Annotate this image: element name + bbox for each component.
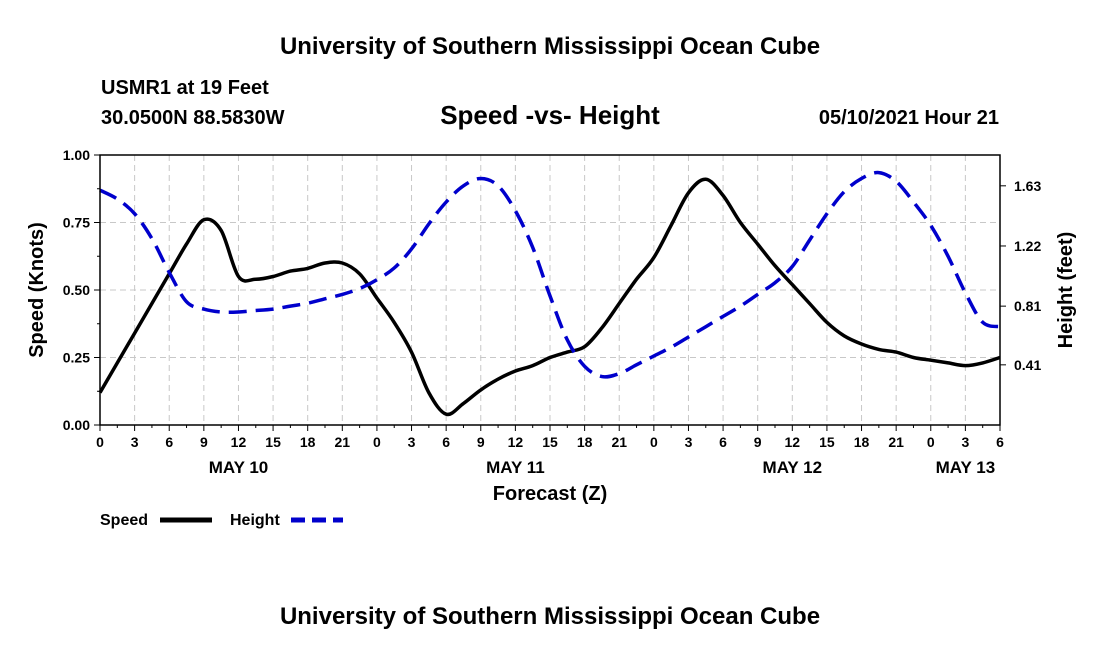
- x-tick-label: 6: [442, 434, 450, 450]
- station-name: USMR1 at 19 Feet: [101, 77, 269, 99]
- y-right-tick-label: 0.41: [1014, 357, 1041, 373]
- issue-time: 05/10/2021 Hour 21: [819, 107, 999, 129]
- x-tick-label: 21: [611, 434, 627, 450]
- y-left-tick-label: 0.00: [63, 417, 90, 433]
- x-day-label: MAY 13: [936, 458, 996, 477]
- y-left-tick-label: 0.25: [63, 350, 90, 366]
- x-tick-label: 15: [542, 434, 558, 450]
- x-tick-label: 0: [650, 434, 658, 450]
- station-coords: 30.0500N 88.5830W: [101, 107, 285, 129]
- x-tick-label: 18: [854, 434, 870, 450]
- page-title-top: University of Southern Mississippi Ocean…: [280, 33, 820, 60]
- y-left-tick-label: 0.75: [63, 215, 90, 231]
- axes: 0 3 6 9 12 15 18 21 0 3 6 9 12 15 18 21 0 3 6 9 12 15 18 21 0 3 6 0…: [63, 147, 1042, 477]
- x-tick-label: 6: [996, 434, 1004, 450]
- x-tick-label: 3: [961, 434, 969, 450]
- x-tick-label: 9: [477, 434, 485, 450]
- x-tick-label: 3: [685, 434, 693, 450]
- chart-title: Speed -vs- Height: [440, 100, 660, 130]
- y-left-tick-label: 0.50: [63, 282, 90, 298]
- x-day-label: MAY 10: [209, 458, 269, 477]
- x-tick-label: 3: [408, 434, 416, 450]
- x-tick-label: 21: [335, 434, 351, 450]
- x-day-label: MAY 12: [763, 458, 823, 477]
- y-right-tick-label: 1.22: [1014, 238, 1041, 254]
- x-tick-label: 3: [131, 434, 139, 450]
- x-tick-label: 6: [719, 434, 727, 450]
- series-line-speed: [98, 177, 1001, 417]
- x-tick-label: 0: [927, 434, 935, 450]
- x-tick-label: 18: [300, 434, 316, 450]
- y-axis-label-left: Speed (Knots): [26, 222, 48, 358]
- x-tick-label: 9: [754, 434, 762, 450]
- legend-label-speed: Speed: [100, 512, 148, 529]
- x-tick-label: 0: [96, 434, 104, 450]
- y-axis-label-right: Height (feet): [1055, 232, 1077, 349]
- y-left-tick-label: 1.00: [63, 147, 90, 163]
- x-day-label: MAY 11: [486, 458, 545, 477]
- x-tick-label: 15: [265, 434, 281, 450]
- x-axis-label: Forecast (Z): [493, 483, 607, 505]
- x-tick-label: 21: [888, 434, 904, 450]
- x-tick-label: 12: [508, 434, 524, 450]
- x-tick-label: 18: [577, 434, 593, 450]
- x-tick-label: 12: [785, 434, 801, 450]
- x-tick-label: 12: [231, 434, 247, 450]
- x-tick-label: 9: [200, 434, 208, 450]
- legend: Speed Height: [100, 512, 343, 529]
- page-title-bottom: University of Southern Mississippi Ocean…: [280, 603, 820, 630]
- y-right-tick-label: 1.63: [1014, 178, 1041, 194]
- x-tick-label: 0: [373, 434, 381, 450]
- grid-lines: [100, 155, 1000, 425]
- series-line-height: [99, 170, 1001, 379]
- x-tick-label: 6: [165, 434, 173, 450]
- series-lines: [98, 170, 1001, 417]
- x-tick-label: 15: [819, 434, 835, 450]
- y-right-tick-label: 0.81: [1014, 298, 1041, 314]
- legend-label-height: Height: [230, 512, 280, 529]
